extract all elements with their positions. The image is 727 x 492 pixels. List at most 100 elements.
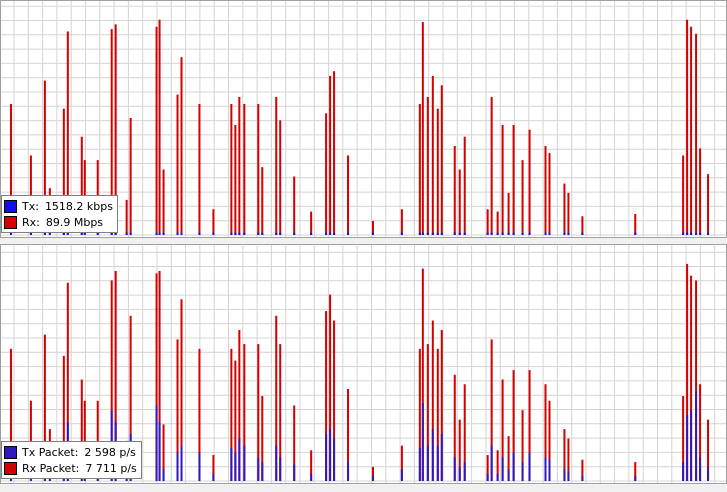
bar — [528, 370, 531, 481]
bar — [66, 31, 69, 236]
bar — [581, 459, 584, 481]
bar — [440, 232, 443, 235]
bar — [548, 153, 551, 235]
bar — [400, 469, 403, 481]
bar — [371, 476, 374, 481]
bar — [238, 438, 241, 481]
bar — [458, 169, 461, 235]
bar — [325, 433, 328, 481]
bar — [198, 103, 201, 236]
bar — [162, 169, 165, 235]
bar — [234, 360, 237, 481]
bar — [490, 339, 493, 481]
bar — [453, 146, 456, 235]
bar — [501, 379, 504, 481]
bar — [310, 473, 313, 481]
bar — [695, 280, 698, 481]
bar — [431, 232, 434, 235]
bar — [512, 125, 515, 235]
bar — [453, 374, 456, 481]
legend: Tx: 1518.2 kbps Rx: 89.9 Mbps — [1, 195, 118, 233]
bar — [80, 379, 83, 481]
bar — [581, 232, 584, 235]
bar — [279, 457, 282, 481]
bar — [695, 33, 698, 236]
bar — [371, 220, 374, 235]
bar — [347, 155, 350, 235]
bar — [198, 232, 201, 235]
bar — [83, 232, 86, 235]
bar — [507, 436, 510, 481]
bar — [212, 232, 215, 235]
bar — [521, 462, 524, 481]
bar — [158, 232, 161, 235]
bar — [293, 464, 296, 481]
bar — [230, 348, 233, 481]
legend-value: 7 711 p/s — [85, 461, 137, 475]
bar — [110, 29, 113, 235]
bar — [155, 405, 158, 481]
legend-label: Rx Packet: — [22, 461, 80, 475]
bar — [690, 410, 693, 481]
bar — [418, 348, 421, 481]
bar — [333, 438, 336, 481]
bar — [293, 232, 296, 235]
bar — [212, 209, 215, 235]
bar — [275, 232, 278, 235]
legend: Tx Packet: 2 598 p/s Rx Packet: 7 711 p/s — [1, 441, 142, 479]
bar — [333, 320, 336, 481]
bar — [243, 103, 246, 236]
bar — [507, 192, 510, 235]
bar — [9, 103, 12, 236]
bar — [238, 232, 241, 235]
bar — [114, 232, 117, 235]
bar — [158, 270, 161, 481]
bar — [418, 103, 421, 236]
bar — [507, 469, 510, 481]
bar — [9, 348, 12, 481]
bar — [279, 120, 282, 235]
bar — [634, 232, 637, 235]
bar — [129, 232, 132, 235]
bar — [180, 57, 183, 235]
packet-panel: Tx Packet: 2 598 p/s Rx Packet: 7 711 p/s — [0, 244, 727, 484]
bar — [634, 213, 637, 235]
bar — [176, 339, 179, 481]
bar — [212, 455, 215, 481]
bar — [110, 280, 113, 481]
bar — [682, 155, 685, 235]
bar — [329, 75, 332, 235]
bar — [707, 419, 710, 481]
bar — [707, 466, 710, 481]
bar — [62, 355, 65, 481]
bar — [261, 396, 264, 481]
bar — [548, 400, 551, 481]
bar — [400, 445, 403, 481]
bar — [521, 160, 524, 235]
bar — [707, 174, 710, 235]
bar — [110, 232, 113, 235]
bar — [66, 282, 69, 481]
bar — [62, 108, 65, 235]
bar — [43, 334, 46, 481]
bar — [686, 263, 689, 481]
bar — [9, 232, 12, 235]
bar — [463, 136, 466, 235]
legend-label: Rx: — [22, 215, 40, 229]
bar — [243, 445, 246, 481]
bar — [125, 232, 128, 235]
bar — [329, 429, 332, 481]
bar — [686, 19, 689, 235]
bar — [458, 466, 461, 481]
legend-item: Rx Packet: 7 711 p/s — [4, 460, 137, 476]
bar — [634, 476, 637, 481]
bar — [501, 125, 504, 235]
legend-label: Tx Packet: — [22, 445, 79, 459]
chart — [1, 1, 726, 237]
bar — [634, 462, 637, 481]
bar — [544, 457, 547, 481]
bar — [440, 433, 443, 481]
bar — [80, 136, 83, 235]
bar — [62, 232, 65, 235]
